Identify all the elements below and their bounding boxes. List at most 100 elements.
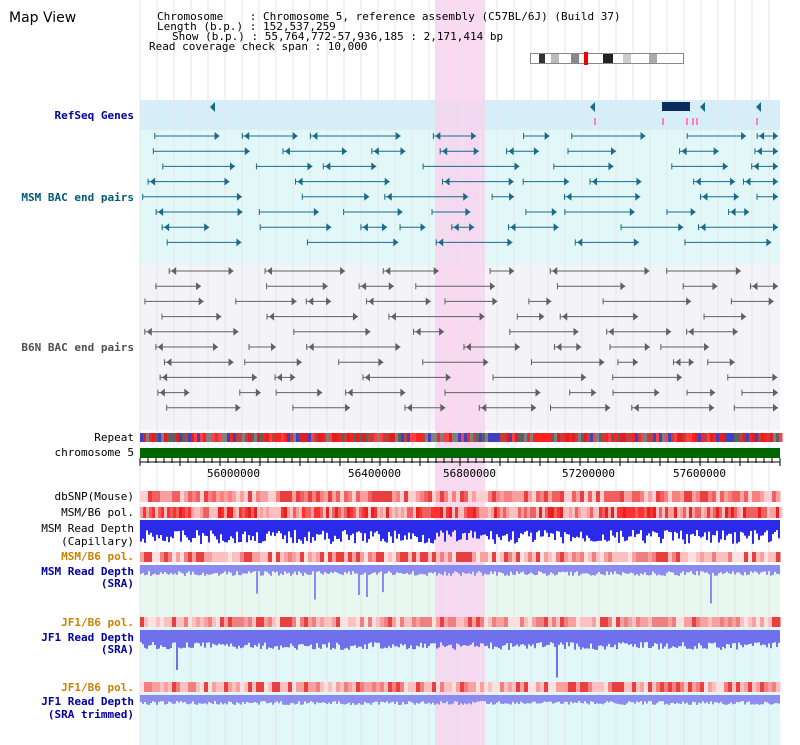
msm-depth-capillary-bar: [746, 520, 748, 539]
repeat-stripe: [287, 433, 291, 442]
jf1-trim-depth-bar: [158, 695, 160, 703]
jf1-depth-bar: [280, 630, 282, 646]
jf1-pol-stripe: [680, 617, 685, 627]
msm-depth-sra-bar: [236, 565, 238, 572]
msm-pol-stripe: [239, 507, 243, 518]
jf1-depth-bar: [486, 630, 488, 646]
msm-depth-capillary-bar: [394, 520, 396, 531]
track-label-dbsnp[interactable]: dbSNP(Mouse): [54, 490, 134, 503]
msm-pol-stripe: [326, 507, 330, 518]
dbsnp-stripe: [328, 491, 333, 502]
msm-depth-sra-bar: [148, 565, 150, 572]
msm-depth-sra-bar: [386, 565, 388, 574]
jf1-pol-stripe: [300, 617, 305, 627]
jf1-trim-depth-bar: [486, 695, 488, 704]
dbsnp-stripe: [168, 491, 173, 502]
repeat-stripe: [530, 433, 534, 442]
msm-depth-capillary-bar: [266, 520, 268, 534]
repeat-stripe: [419, 433, 423, 442]
track-label-refseq[interactable]: RefSeq Genes: [54, 109, 134, 122]
jf1-depth-bar: [482, 630, 484, 644]
jf1-trim-depth-bar: [678, 695, 680, 704]
msm-pol-stripe: [302, 507, 306, 518]
jf1-trim-depth-bar: [166, 695, 168, 705]
jf1-depth-bar: [746, 630, 748, 646]
repeat-stripe: [140, 433, 144, 442]
repeat-stripe: [317, 433, 321, 442]
jf1-trim-depth-bar: [148, 695, 150, 705]
jf1-pol-2-stripe: [364, 682, 369, 692]
track-label-jf1-pol[interactable]: JF1/B6 pol.: [61, 616, 134, 629]
chromosome-info: Chromosome : Chromosome 5, reference ass…: [157, 10, 621, 23]
msm-depth-sra-bar: [350, 565, 352, 575]
msm-depth-capillary-bar: [324, 520, 326, 540]
msm-pol-stripe: [509, 507, 513, 518]
repeat-stripe: [479, 433, 483, 442]
jf1-depth-bar: [390, 630, 392, 648]
b6n-bac-pair-arrow: [483, 358, 489, 367]
jf1-pol-2-stripe: [236, 682, 241, 692]
msm-depth-sra-bar: [520, 565, 522, 573]
jf1-depth-bar: [602, 630, 604, 647]
msm-depth-sra-bar: [590, 565, 592, 576]
jf1-pol-stripe: [256, 617, 261, 627]
jf1-depth-bar: [194, 630, 196, 644]
msm-depth-capillary-bar: [368, 520, 370, 540]
track-label-msm-depth-capillary[interactable]: MSM Read Depth: [41, 522, 134, 535]
dbsnp-stripe: [224, 491, 229, 502]
jf1-pol-stripe: [592, 617, 597, 627]
dbsnp-stripe: [668, 491, 673, 502]
msm-depth-sra-bar: [302, 565, 304, 576]
track-label-msm-bac[interactable]: MSM BAC end pairs: [21, 191, 134, 204]
track-label-b6n-bac[interactable]: B6N BAC end pairs: [21, 341, 134, 354]
msm-pol-2-stripe: [560, 552, 565, 562]
track-label-chromosome[interactable]: chromosome 5: [54, 446, 134, 459]
msm-depth-sra-bar: [170, 565, 172, 574]
jf1-depth-bar: [410, 630, 412, 646]
repeat-stripe: [143, 433, 147, 442]
repeat-stripe: [527, 433, 531, 442]
msm-depth-capillary-bar: [308, 520, 310, 532]
msm-pol-stripe: [560, 507, 564, 518]
msm-bac-pair-arrow: [733, 192, 739, 201]
msm-depth-capillary-bar: [382, 520, 384, 539]
track-label-msm-pol-2[interactable]: MSM/B6 pol.: [61, 550, 134, 563]
track-label-jf1-pol-2[interactable]: JF1/B6 pol.: [61, 681, 134, 694]
msm-depth-capillary-bar: [244, 520, 246, 532]
msm-depth-capillary-bar: [668, 520, 670, 532]
track-label-msm-pol[interactable]: MSM/B6 pol.: [61, 506, 134, 519]
track-label-msm-depth-sra[interactable]: MSM Read Depth: [41, 565, 134, 578]
msm-depth-sra-bar: [600, 565, 602, 575]
jf1-depth-bar: [342, 630, 344, 650]
jf1-pol-2-stripe: [680, 682, 685, 692]
jf1-pol-stripe: [308, 617, 313, 627]
jf1-pol-2-stripe: [476, 682, 481, 692]
chromosome-ideogram[interactable]: [530, 52, 684, 65]
jf1-depth-bar: [526, 630, 528, 649]
msm-bac-pair-arrow: [292, 132, 298, 140]
msm-pol-2-stripe: [556, 552, 561, 562]
jf1-pol-2-stripe: [396, 682, 401, 692]
dbsnp-stripe: [672, 491, 677, 502]
jf1-pol-2-stripe: [456, 682, 461, 692]
repeat-stripe: [551, 433, 555, 442]
track-label-repeat[interactable]: Repeat: [94, 431, 134, 444]
track-label-jf1-trim[interactable]: JF1 Read Depth: [41, 695, 134, 708]
msm-pol-stripe: [359, 507, 363, 518]
jf1-trim-depth-bar: [736, 695, 738, 702]
jf1-depth-bar: [186, 630, 188, 643]
jf1-trim-depth-bar: [364, 695, 366, 702]
jf1-depth-bar: [680, 630, 682, 647]
jf1-trim-depth-bar: [196, 695, 198, 705]
track-label-jf1-depth[interactable]: JF1 Read Depth: [41, 631, 134, 644]
jf1-depth-bar: [368, 630, 370, 644]
msm-depth-capillary-bar: [202, 520, 204, 534]
dbsnp-stripe: [604, 491, 609, 502]
dbsnp-stripe: [496, 491, 501, 502]
jf1-depth-bar: [750, 630, 752, 644]
repeat-stripe: [488, 433, 492, 442]
jf1-pol-stripe: [460, 617, 465, 627]
jf1-depth-bar: [268, 630, 270, 648]
jf1-trim-depth-bar: [140, 695, 142, 702]
